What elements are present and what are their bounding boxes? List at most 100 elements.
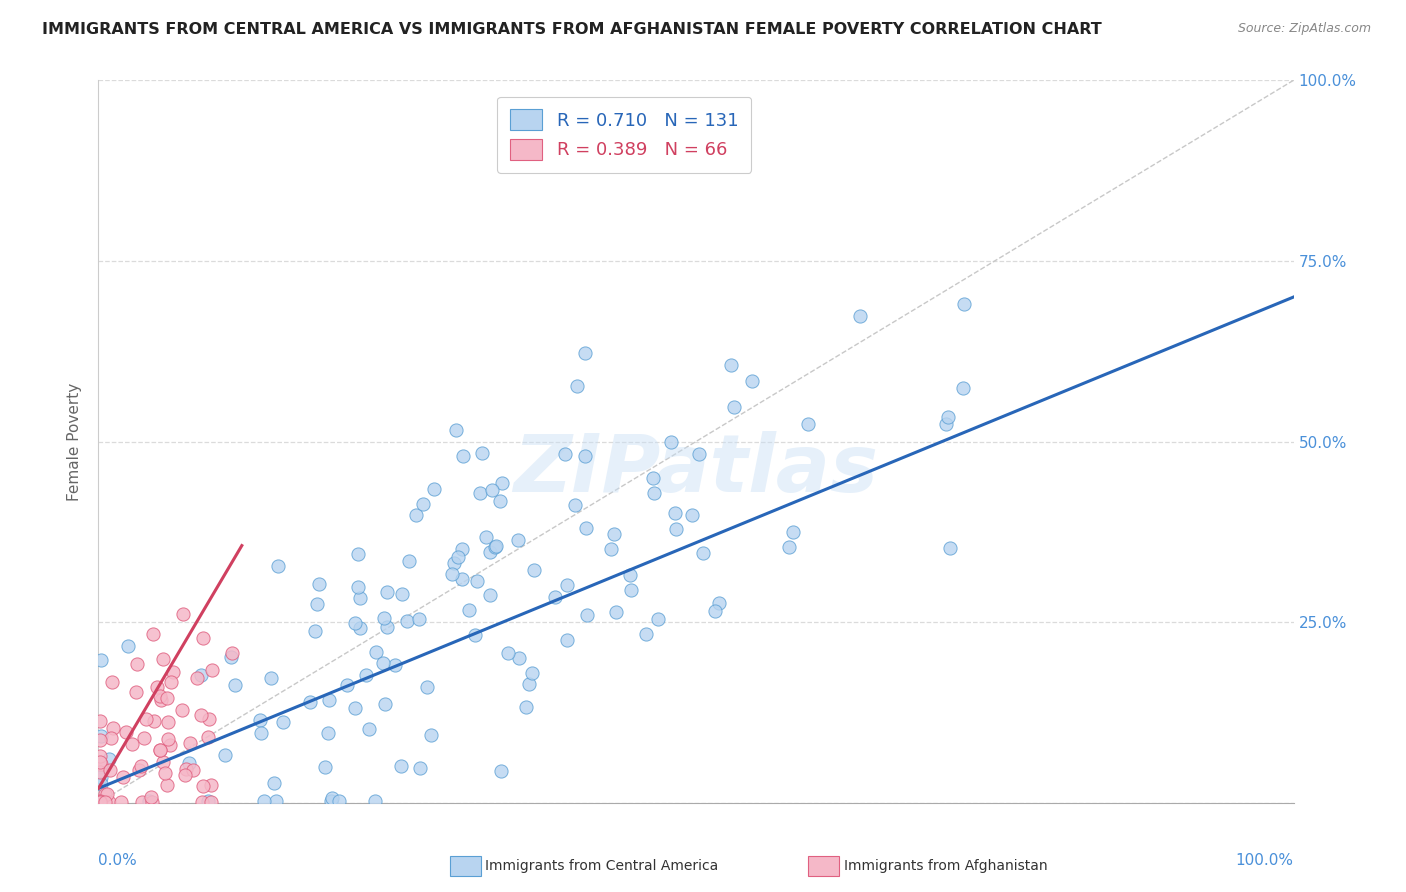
Point (219, 650, 242, 665)
Point (688, 447, 710, 461)
Point (496, 646, 519, 660)
Text: Immigrants from Afghanistan: Immigrants from Afghanistan (844, 859, 1047, 873)
Point (782, 525, 804, 540)
Point (574, 449, 596, 463)
Point (491, 475, 513, 490)
Point (664, 506, 686, 520)
Point (221, 646, 243, 660)
Point (575, 520, 598, 534)
Point (423, 482, 446, 496)
Point (619, 567, 641, 582)
Point (142, 627, 165, 641)
Point (93, 795, 115, 809)
Point (96, 788, 118, 802)
Point (145, 680, 167, 694)
Point (605, 605, 627, 619)
Point (114, 724, 136, 739)
Point (138, 794, 160, 808)
Point (522, 666, 544, 681)
Point (405, 508, 427, 522)
Point (371, 656, 394, 670)
Point (703, 604, 725, 618)
Point (709, 596, 731, 610)
Point (143, 714, 166, 729)
Point (250, 725, 273, 739)
Point (89, 794, 111, 808)
Point (90, 794, 112, 808)
Point (149, 689, 172, 703)
Point (159, 738, 181, 752)
Point (90, 794, 112, 808)
Point (111, 770, 134, 784)
Point (375, 584, 398, 599)
Point (89, 795, 111, 809)
Point (89, 714, 111, 729)
Point (849, 309, 872, 323)
Point (517, 677, 540, 691)
Point (543, 590, 565, 604)
Point (125, 685, 148, 699)
Point (485, 539, 508, 553)
Point (149, 743, 172, 757)
Point (574, 346, 596, 360)
Point (128, 764, 150, 778)
Point (465, 574, 488, 588)
Point (619, 582, 641, 597)
Text: 100.0%: 100.0% (1236, 854, 1294, 869)
Point (416, 680, 439, 694)
Point (316, 725, 339, 739)
Point (952, 381, 974, 395)
Text: 0.0%: 0.0% (98, 854, 138, 869)
Point (603, 526, 626, 541)
Point (170, 703, 193, 717)
Point (797, 417, 820, 432)
Point (191, 631, 214, 645)
Point (344, 616, 367, 631)
Point (89, 733, 111, 747)
Point (190, 668, 212, 682)
Point (224, 677, 246, 691)
Point (197, 794, 219, 808)
Point (374, 698, 396, 712)
Point (172, 607, 194, 621)
Point (349, 621, 371, 635)
Point (98, 795, 121, 809)
Point (936, 410, 959, 425)
Point (354, 667, 377, 681)
Point (308, 577, 330, 591)
Point (336, 678, 359, 692)
Point (643, 485, 665, 500)
Point (191, 779, 214, 793)
Point (264, 794, 287, 808)
Point (156, 690, 179, 705)
Point (389, 759, 412, 773)
Point (344, 701, 367, 715)
Point (157, 714, 180, 729)
Point (321, 790, 343, 805)
Point (464, 628, 486, 642)
Point (305, 597, 328, 611)
Point (314, 760, 336, 774)
Point (153, 766, 176, 780)
Point (741, 374, 763, 388)
Point (201, 663, 224, 677)
Point (125, 657, 148, 672)
Point (152, 652, 174, 666)
Point (479, 545, 502, 559)
Point (408, 611, 430, 625)
Text: ZIPatlas: ZIPatlas (513, 432, 879, 509)
Point (134, 731, 156, 746)
Point (458, 603, 481, 617)
Point (363, 794, 385, 808)
Point (600, 542, 623, 557)
Point (555, 633, 578, 648)
Point (253, 794, 276, 808)
Point (90, 794, 112, 808)
Point (260, 671, 283, 685)
Point (100, 763, 122, 777)
Y-axis label: Female Poverty: Female Poverty (67, 383, 83, 500)
Point (191, 795, 214, 809)
Point (453, 449, 475, 463)
Point (506, 533, 529, 547)
Point (659, 434, 682, 449)
